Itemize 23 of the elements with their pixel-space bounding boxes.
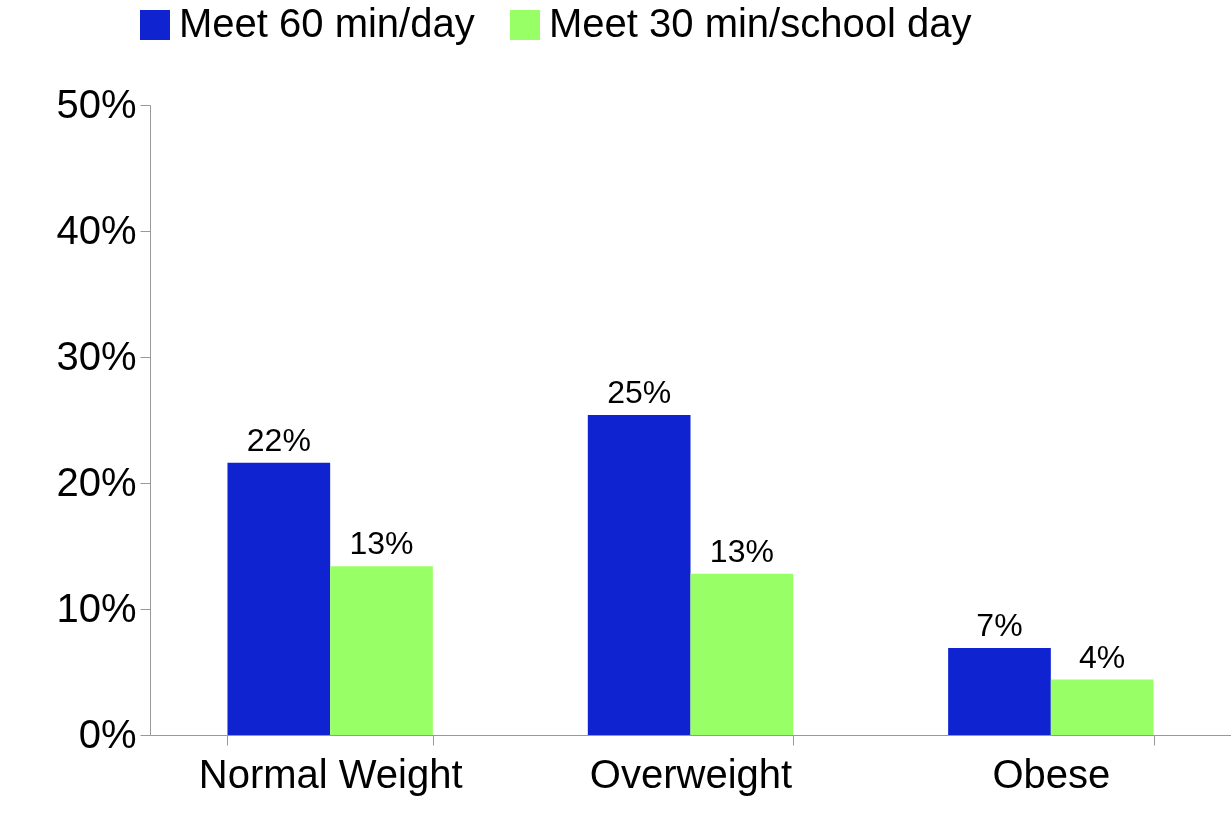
y-tick-label: 0% (78, 711, 137, 756)
data-label: 13% (709, 532, 774, 569)
bar (1050, 679, 1154, 735)
legend-label: Meet 30 min/school day (549, 1, 972, 45)
data-label: 22% (246, 421, 311, 458)
y-tick-label: 20% (56, 459, 137, 504)
bar (227, 462, 331, 735)
y-tick-label: 40% (56, 207, 137, 252)
x-tick-label: Obese (992, 751, 1111, 796)
y-tick-label: 10% (56, 585, 137, 630)
bar (948, 648, 1051, 735)
bar (330, 566, 433, 735)
bar (690, 573, 794, 735)
x-tick-label: Normal Weight (198, 751, 463, 796)
x-tick-label: Overweight (589, 751, 793, 796)
data-label: 13% (349, 525, 414, 562)
data-label: 4% (1079, 638, 1126, 675)
data-label: 25% (607, 373, 672, 410)
bar (587, 414, 691, 735)
y-tick-label: 30% (56, 333, 137, 378)
legend-label: Meet 60 min/day (179, 1, 475, 45)
y-tick-label: 50% (56, 81, 137, 126)
data-label: 7% (976, 607, 1023, 644)
